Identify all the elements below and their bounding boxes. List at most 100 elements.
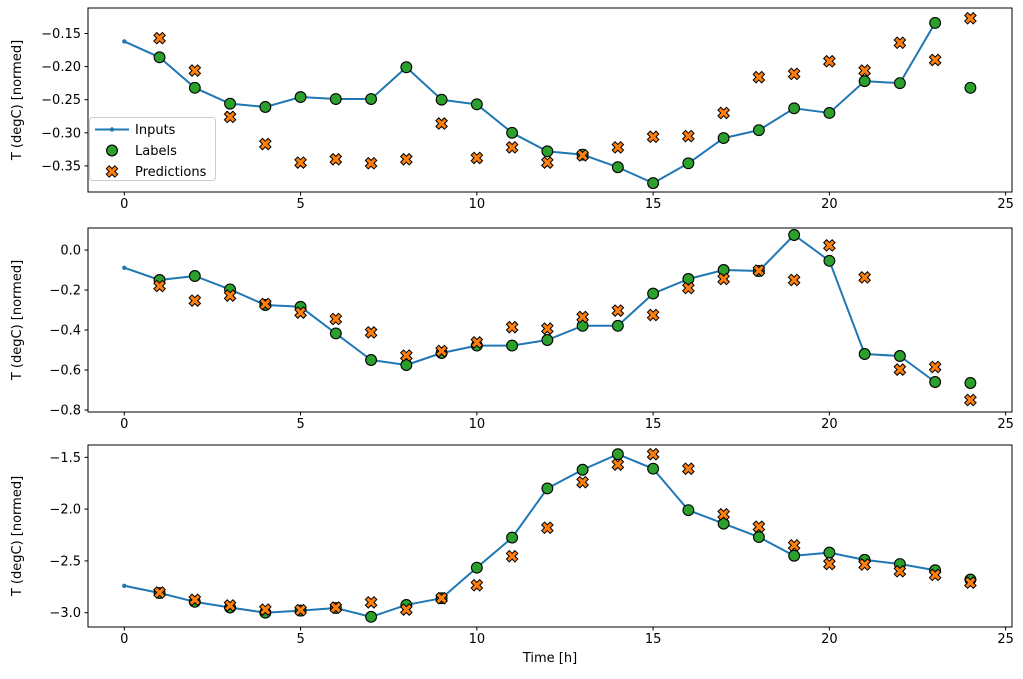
- prediction-x-marker: [294, 306, 307, 319]
- prediction-x-marker: [681, 462, 695, 476]
- prediction-x-marker: [294, 156, 307, 169]
- prediction-x-marker: [540, 322, 554, 335]
- prediction-x-marker: [364, 326, 378, 339]
- label-circle-marker: [506, 531, 519, 544]
- axes-box: [87, 227, 1013, 413]
- x-tick-label: 25: [997, 632, 1014, 647]
- x-tick-label: 0: [120, 417, 128, 432]
- y-tick-label: −0.20: [41, 60, 81, 75]
- label-circle-marker: [647, 462, 660, 475]
- y-tick-label: 0.0: [60, 244, 81, 259]
- legend-circle-marker: [106, 144, 118, 157]
- x-tick-label: 25: [997, 197, 1014, 212]
- x-tick-label: 5: [296, 417, 304, 432]
- prediction-x-marker: [752, 70, 766, 84]
- label-circle-marker: [752, 531, 765, 544]
- legend-item-predictions: Predictions: [105, 165, 207, 180]
- label-circle-marker: [893, 350, 906, 362]
- prediction-x-marker: [822, 239, 836, 252]
- x-axis-ticks: 0 5 10 15 20 25: [120, 627, 1014, 647]
- prediction-x-marker: [505, 320, 519, 334]
- prediction-x-marker: [258, 137, 272, 151]
- prediction-x-marker: [470, 151, 484, 165]
- y-tick-label: −1.5: [49, 451, 81, 466]
- prediction-x-marker: [822, 54, 836, 68]
- prediction-x-marker: [399, 152, 413, 166]
- label-circle-marker: [188, 81, 201, 94]
- label-circle-marker: [188, 270, 201, 282]
- prediction-x-marker: [787, 67, 801, 81]
- legend-item-inputs: Inputs: [95, 123, 176, 138]
- x-tick-label: 5: [296, 632, 304, 647]
- x-axis-label: Time [h]: [522, 651, 577, 666]
- label-circle-marker: [929, 16, 942, 29]
- prediction-x-marker: [787, 273, 801, 287]
- prediction-x-marker: [964, 393, 977, 407]
- label-circle-marker: [717, 517, 730, 530]
- prediction-x-marker: [223, 110, 237, 124]
- prediction-x-marker: [505, 549, 519, 563]
- prediction-x-marker: [258, 603, 272, 616]
- label-circle-marker: [788, 549, 801, 562]
- label-circle-marker: [752, 124, 765, 137]
- y-tick-label: −0.30: [41, 126, 81, 141]
- prediction-x-marker: [294, 603, 307, 617]
- legend-label: Inputs: [135, 123, 176, 138]
- label-circle-marker: [470, 98, 483, 111]
- prediction-x-marker: [435, 344, 448, 358]
- prediction-x-marker: [893, 564, 907, 578]
- label-circle-marker: [400, 61, 413, 74]
- label-circle-marker: [858, 75, 871, 88]
- x-tick-label: 5: [296, 197, 304, 212]
- prediction-x-marker: [223, 599, 237, 612]
- prediction-x-marker: [858, 558, 872, 571]
- x-tick-label: 10: [469, 197, 486, 212]
- prediction-x-marker: [646, 447, 660, 461]
- prediction-x-marker: [258, 297, 272, 311]
- legend-box: [89, 117, 216, 181]
- label-circle-marker: [893, 77, 906, 90]
- x-tick-label: 15: [645, 417, 662, 432]
- prediction-x-marker: [858, 64, 872, 77]
- prediction-x-marker: [435, 591, 448, 605]
- y-axis-label: T (degC) [normed]: [10, 40, 25, 161]
- x-tick-label: 15: [645, 632, 662, 647]
- prediction-x-marker: [364, 156, 378, 170]
- label-circle-marker: [682, 273, 695, 285]
- label-circle-marker: [541, 145, 554, 158]
- x-axis-ticks: 0 5 10 15 20 25: [120, 412, 1014, 432]
- prediction-x-marker: [752, 520, 766, 534]
- label-circle-marker: [329, 327, 342, 340]
- label-circle-marker: [435, 93, 448, 106]
- label-circle-marker: [365, 354, 378, 366]
- prediction-x-marker: [105, 165, 119, 178]
- input-dot-marker: [122, 39, 127, 44]
- x-tick-label: 15: [645, 197, 662, 212]
- prediction-x-marker: [964, 576, 977, 590]
- y-axis-ticks: −0.15 −0.20 −0.25 −0.30 −0.35: [41, 27, 88, 174]
- label-circle-marker: [224, 97, 237, 110]
- prediction-x-marker: [717, 272, 731, 286]
- label-circle-marker: [294, 91, 307, 104]
- labels-markers: [153, 16, 977, 190]
- label-circle-marker: [611, 161, 624, 174]
- prediction-x-marker: [540, 156, 554, 169]
- y-tick-label: −3.0: [49, 606, 81, 621]
- x-axis-ticks: 0 5 10 15 20 25: [120, 192, 1014, 212]
- prediction-x-marker: [611, 304, 625, 317]
- axes-box: [87, 444, 1013, 628]
- prediction-x-marker: [681, 129, 695, 143]
- input-dot-marker: [122, 265, 127, 270]
- prediction-x-marker: [646, 308, 660, 322]
- prediction-x-marker: [576, 475, 589, 489]
- prediction-x-marker: [787, 538, 801, 552]
- prediction-x-marker: [153, 586, 166, 599]
- prediction-x-marker: [928, 53, 942, 67]
- label-circle-marker: [858, 348, 871, 360]
- prediction-x-marker: [153, 31, 166, 45]
- label-circle-marker: [788, 229, 801, 241]
- prediction-x-marker: [893, 363, 907, 376]
- label-circle-marker: [400, 359, 413, 371]
